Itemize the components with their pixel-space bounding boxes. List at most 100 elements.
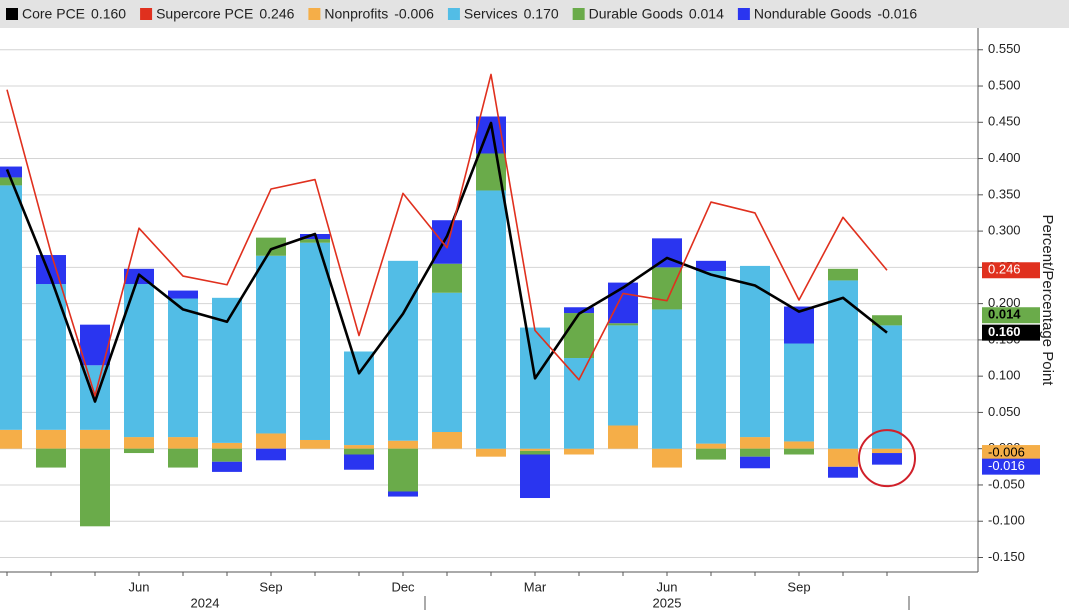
legend-swatch — [6, 8, 18, 20]
bar-segment — [652, 309, 682, 449]
bar-segment — [784, 448, 814, 455]
bar-segment — [212, 461, 242, 472]
legend-value: 0.160 — [91, 6, 126, 22]
bar-segment — [344, 454, 374, 470]
value-tag: 0.014 — [988, 307, 1021, 322]
bar-segment — [608, 323, 638, 326]
y-tick-label: -0.100 — [988, 513, 1025, 528]
bar-segment — [740, 448, 770, 457]
x-tick-label: Jun — [657, 579, 678, 594]
legend-swatch — [572, 8, 585, 20]
bar-segment — [36, 448, 66, 468]
bar-segment — [388, 260, 418, 441]
x-tick-label: Mar — [524, 579, 547, 594]
y-tick-label: 0.550 — [988, 41, 1021, 56]
bar-segment — [168, 448, 198, 468]
legend-value: 0.014 — [689, 6, 724, 22]
bar-segment — [36, 429, 66, 449]
bar-segment — [872, 448, 902, 454]
y-tick-label: 0.100 — [988, 368, 1021, 383]
bar-segment — [652, 448, 682, 468]
bar-segment — [256, 448, 286, 461]
y-tick-label: 0.200 — [988, 295, 1021, 310]
legend-label: Nonprofits — [324, 6, 388, 22]
bar-segment — [344, 445, 374, 449]
bar-segment — [344, 448, 374, 455]
bar-segment — [608, 425, 638, 449]
bar-segment — [520, 454, 550, 499]
x-tick-label: Sep — [259, 579, 282, 594]
legend-swatch — [737, 8, 750, 20]
legend-label: Nondurable Goods — [754, 6, 872, 22]
bar-segment — [784, 441, 814, 449]
highlight-circle — [858, 429, 916, 488]
bar-segment — [256, 255, 286, 434]
value-tag-box — [982, 458, 1040, 475]
y-axis-title: Percent/Percentage Point — [1039, 215, 1056, 387]
bar-segment — [124, 284, 154, 438]
bar-segment — [300, 439, 330, 449]
bar-segment — [740, 456, 770, 469]
x-tick-label: Sep — [787, 579, 810, 594]
legend-swatch — [308, 8, 321, 20]
value-tag-box — [982, 307, 1040, 324]
legend-swatch — [140, 8, 153, 20]
bar-segment — [80, 429, 110, 449]
bar-segment — [696, 443, 726, 449]
legend-value: -0.016 — [877, 6, 917, 22]
legend-bar — [0, 0, 1069, 28]
bar-segment — [872, 453, 902, 465]
bar-segment — [828, 448, 858, 467]
bar-segment — [608, 282, 638, 324]
legend-label: Durable Goods — [589, 6, 683, 22]
bar-segment — [740, 437, 770, 449]
bar-segment — [828, 268, 858, 281]
legend-value: 0.246 — [259, 6, 294, 22]
y-tick-label: 0.400 — [988, 150, 1021, 165]
value-tag: 0.160 — [988, 324, 1021, 339]
bar-segment — [0, 166, 22, 178]
x-tick-label: Jun — [129, 579, 150, 594]
y-tick-label: 0.450 — [988, 114, 1021, 129]
bar-segment — [740, 265, 770, 438]
bar-segment — [388, 448, 418, 492]
y-tick-label: 0.050 — [988, 404, 1021, 419]
bar-segment — [432, 263, 462, 293]
bar-segment — [564, 313, 594, 359]
value-tag: -0.016 — [988, 458, 1025, 473]
legend-value: -0.006 — [394, 6, 434, 22]
bar-segment — [608, 325, 638, 426]
legend-value: 0.170 — [524, 6, 559, 22]
y-tick-label: -0.050 — [988, 476, 1025, 491]
bar-segment — [212, 442, 242, 449]
value-tag: 0.246 — [988, 262, 1021, 277]
value-tag-box — [982, 445, 1040, 462]
bar-segment — [696, 270, 726, 444]
bar-segment — [0, 185, 22, 430]
bar-segment — [124, 448, 154, 454]
bar-segment — [828, 466, 858, 478]
bar-segment — [696, 448, 726, 460]
x-group-label: 2024 — [191, 595, 220, 610]
bar-segment — [696, 260, 726, 271]
bar-segment — [432, 292, 462, 433]
bar-segment — [476, 190, 506, 449]
x-tick-label: Dec — [391, 579, 415, 594]
bar-segment — [828, 280, 858, 449]
bar-segment — [432, 432, 462, 449]
bar-segment — [344, 351, 374, 446]
bar-segment — [388, 491, 418, 497]
bar-segment — [520, 450, 550, 455]
bar-segment — [520, 327, 550, 449]
value-tag-box — [982, 262, 1040, 279]
value-tag-box — [982, 324, 1040, 341]
bar-segment — [388, 440, 418, 449]
legend-label: Services — [464, 6, 518, 22]
x-group-label: 2025 — [653, 595, 682, 610]
line-series — [6, 73, 888, 397]
bar-segment — [652, 267, 682, 310]
bar-segment — [564, 307, 594, 314]
bar-segment — [476, 448, 506, 457]
bar-segment — [212, 448, 242, 462]
